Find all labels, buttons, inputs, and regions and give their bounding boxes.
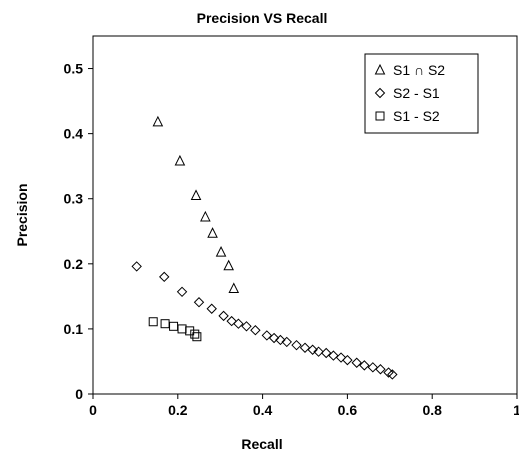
legend-square-marker — [375, 111, 385, 121]
diamond-point — [335, 352, 347, 363]
legend-triangle-marker — [374, 63, 386, 75]
x-tick-label: 0.8 — [422, 402, 442, 418]
diamond-point — [320, 347, 332, 359]
triangle-point — [207, 227, 218, 238]
square-point — [190, 329, 200, 339]
diamond-point — [206, 303, 217, 314]
diamond-point — [193, 297, 205, 308]
diamond-point — [359, 360, 370, 371]
square-point — [192, 332, 202, 342]
diamond-point — [131, 261, 142, 272]
x-axis-label: Recall — [241, 436, 282, 452]
y-axis: 0 0.1 0.2 0.3 0.4 0.5 — [64, 61, 93, 402]
x-tick-label: 0.2 — [168, 402, 188, 418]
triangle-point — [190, 189, 202, 200]
square-point — [169, 321, 179, 331]
square-point — [177, 324, 187, 334]
triangle-point — [200, 210, 211, 222]
x-tick-label: 0.6 — [338, 402, 358, 418]
series-diamond — [131, 261, 398, 380]
chart-title: Precision VS Recall — [197, 10, 328, 26]
x-tick-label: 0 — [89, 402, 97, 418]
series-layer — [131, 115, 398, 380]
y-tick-label: 0.5 — [64, 61, 84, 77]
legend-label: S1 ∩ S2 — [393, 62, 445, 78]
y-tick-label: 0.1 — [64, 321, 84, 337]
legend-label: S1 - S2 — [393, 108, 440, 124]
diamond-point — [342, 354, 353, 366]
legend-label: S2 - S1 — [393, 85, 440, 101]
square-point — [160, 319, 170, 329]
diamond-point — [299, 342, 311, 353]
diamond-point — [226, 315, 237, 327]
y-axis-label: Precision — [14, 183, 30, 246]
diamond-point — [241, 321, 252, 332]
diamond-point — [159, 271, 170, 283]
legend: S1 ∩ S2 S2 - S1 S1 - S2 — [364, 53, 479, 134]
y-tick-label: 0 — [75, 386, 83, 402]
triangle-point — [174, 154, 186, 166]
x-tick-label: 0.4 — [253, 402, 273, 418]
y-tick-label: 0.4 — [64, 126, 84, 142]
diamond-point — [328, 350, 339, 361]
diamond-point — [261, 330, 273, 341]
square-point — [185, 326, 195, 336]
x-tick-label: 1 — [513, 402, 519, 418]
diamond-point — [307, 344, 318, 355]
diamond-point — [281, 336, 292, 348]
diamond-point — [313, 346, 324, 357]
triangle-point — [215, 245, 227, 257]
triangle-point — [152, 115, 164, 127]
diamond-point — [176, 286, 188, 298]
square-point — [148, 317, 158, 327]
plot-area — [92, 35, 518, 395]
y-tick-label: 0.2 — [64, 256, 84, 272]
diamond-point — [291, 339, 302, 351]
diamond-point — [375, 364, 386, 375]
y-tick-label: 0.3 — [64, 191, 84, 207]
diamond-point — [275, 334, 286, 346]
diamond-point — [367, 362, 379, 373]
triangle-point — [223, 259, 234, 271]
diamond-point — [218, 310, 229, 322]
triangle-point — [228, 282, 240, 294]
diamond-point — [268, 332, 280, 344]
x-axis: 0 0.2 0.4 0.6 0.8 1 — [89, 394, 519, 418]
diamond-point — [387, 369, 398, 380]
legend-diamond-marker — [374, 87, 386, 99]
diamond-point — [233, 318, 244, 329]
series-triangle — [152, 115, 240, 294]
diamond-point — [250, 325, 261, 336]
diamond-point — [351, 357, 362, 368]
series-square — [148, 317, 202, 342]
